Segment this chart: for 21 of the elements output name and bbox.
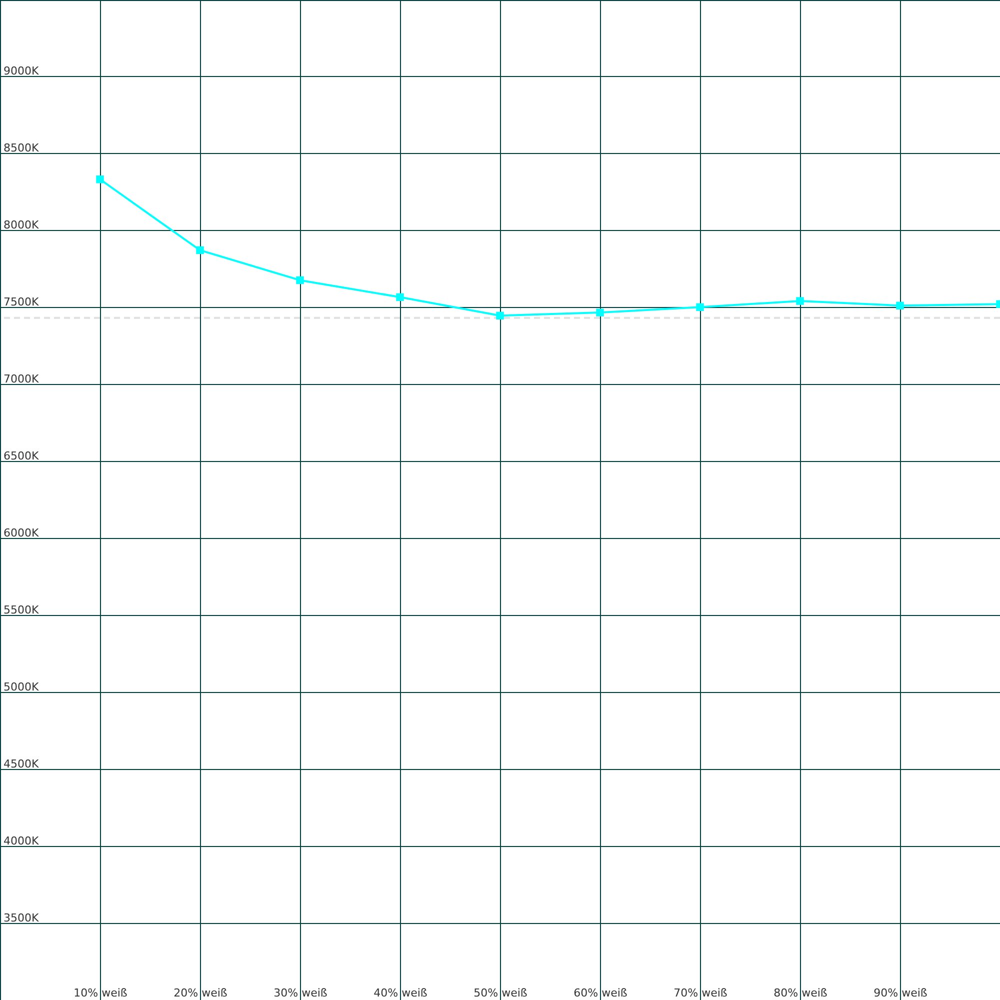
y-tick-label: 8500K — [4, 142, 40, 155]
y-tick-label: 6500K — [4, 450, 40, 463]
x-tick-label: 80% weiß — [774, 986, 828, 1000]
x-tick-label: 90% weiß — [874, 986, 928, 1000]
y-tick-label: 8000K — [4, 218, 40, 232]
x-tick-label: 70% weiß — [674, 986, 728, 1000]
y-tick-label: 9000K — [4, 64, 40, 78]
y-tick-label: 7000K — [4, 372, 40, 386]
x-tick-label: 50% weiß — [474, 986, 528, 1000]
x-tick-label: 60% weiß — [574, 986, 628, 1000]
y-tick-label: 7500K — [4, 296, 40, 309]
y-tick-label: 5500K — [4, 604, 40, 617]
y-tick-label: 4500K — [4, 758, 40, 771]
x-tick-label: 10% weiß — [74, 986, 128, 1000]
x-tick-label: 20% weiß — [174, 986, 228, 1000]
y-tick-label: 5000K — [4, 680, 40, 694]
x-tick-label: 40% weiß — [374, 986, 428, 1000]
y-tick-label: 6000K — [4, 526, 40, 540]
y-tick-label: 4000K — [4, 834, 40, 848]
y-tick-label: 3500K — [4, 912, 40, 925]
x-tick-label: 30% weiß — [274, 986, 328, 1000]
